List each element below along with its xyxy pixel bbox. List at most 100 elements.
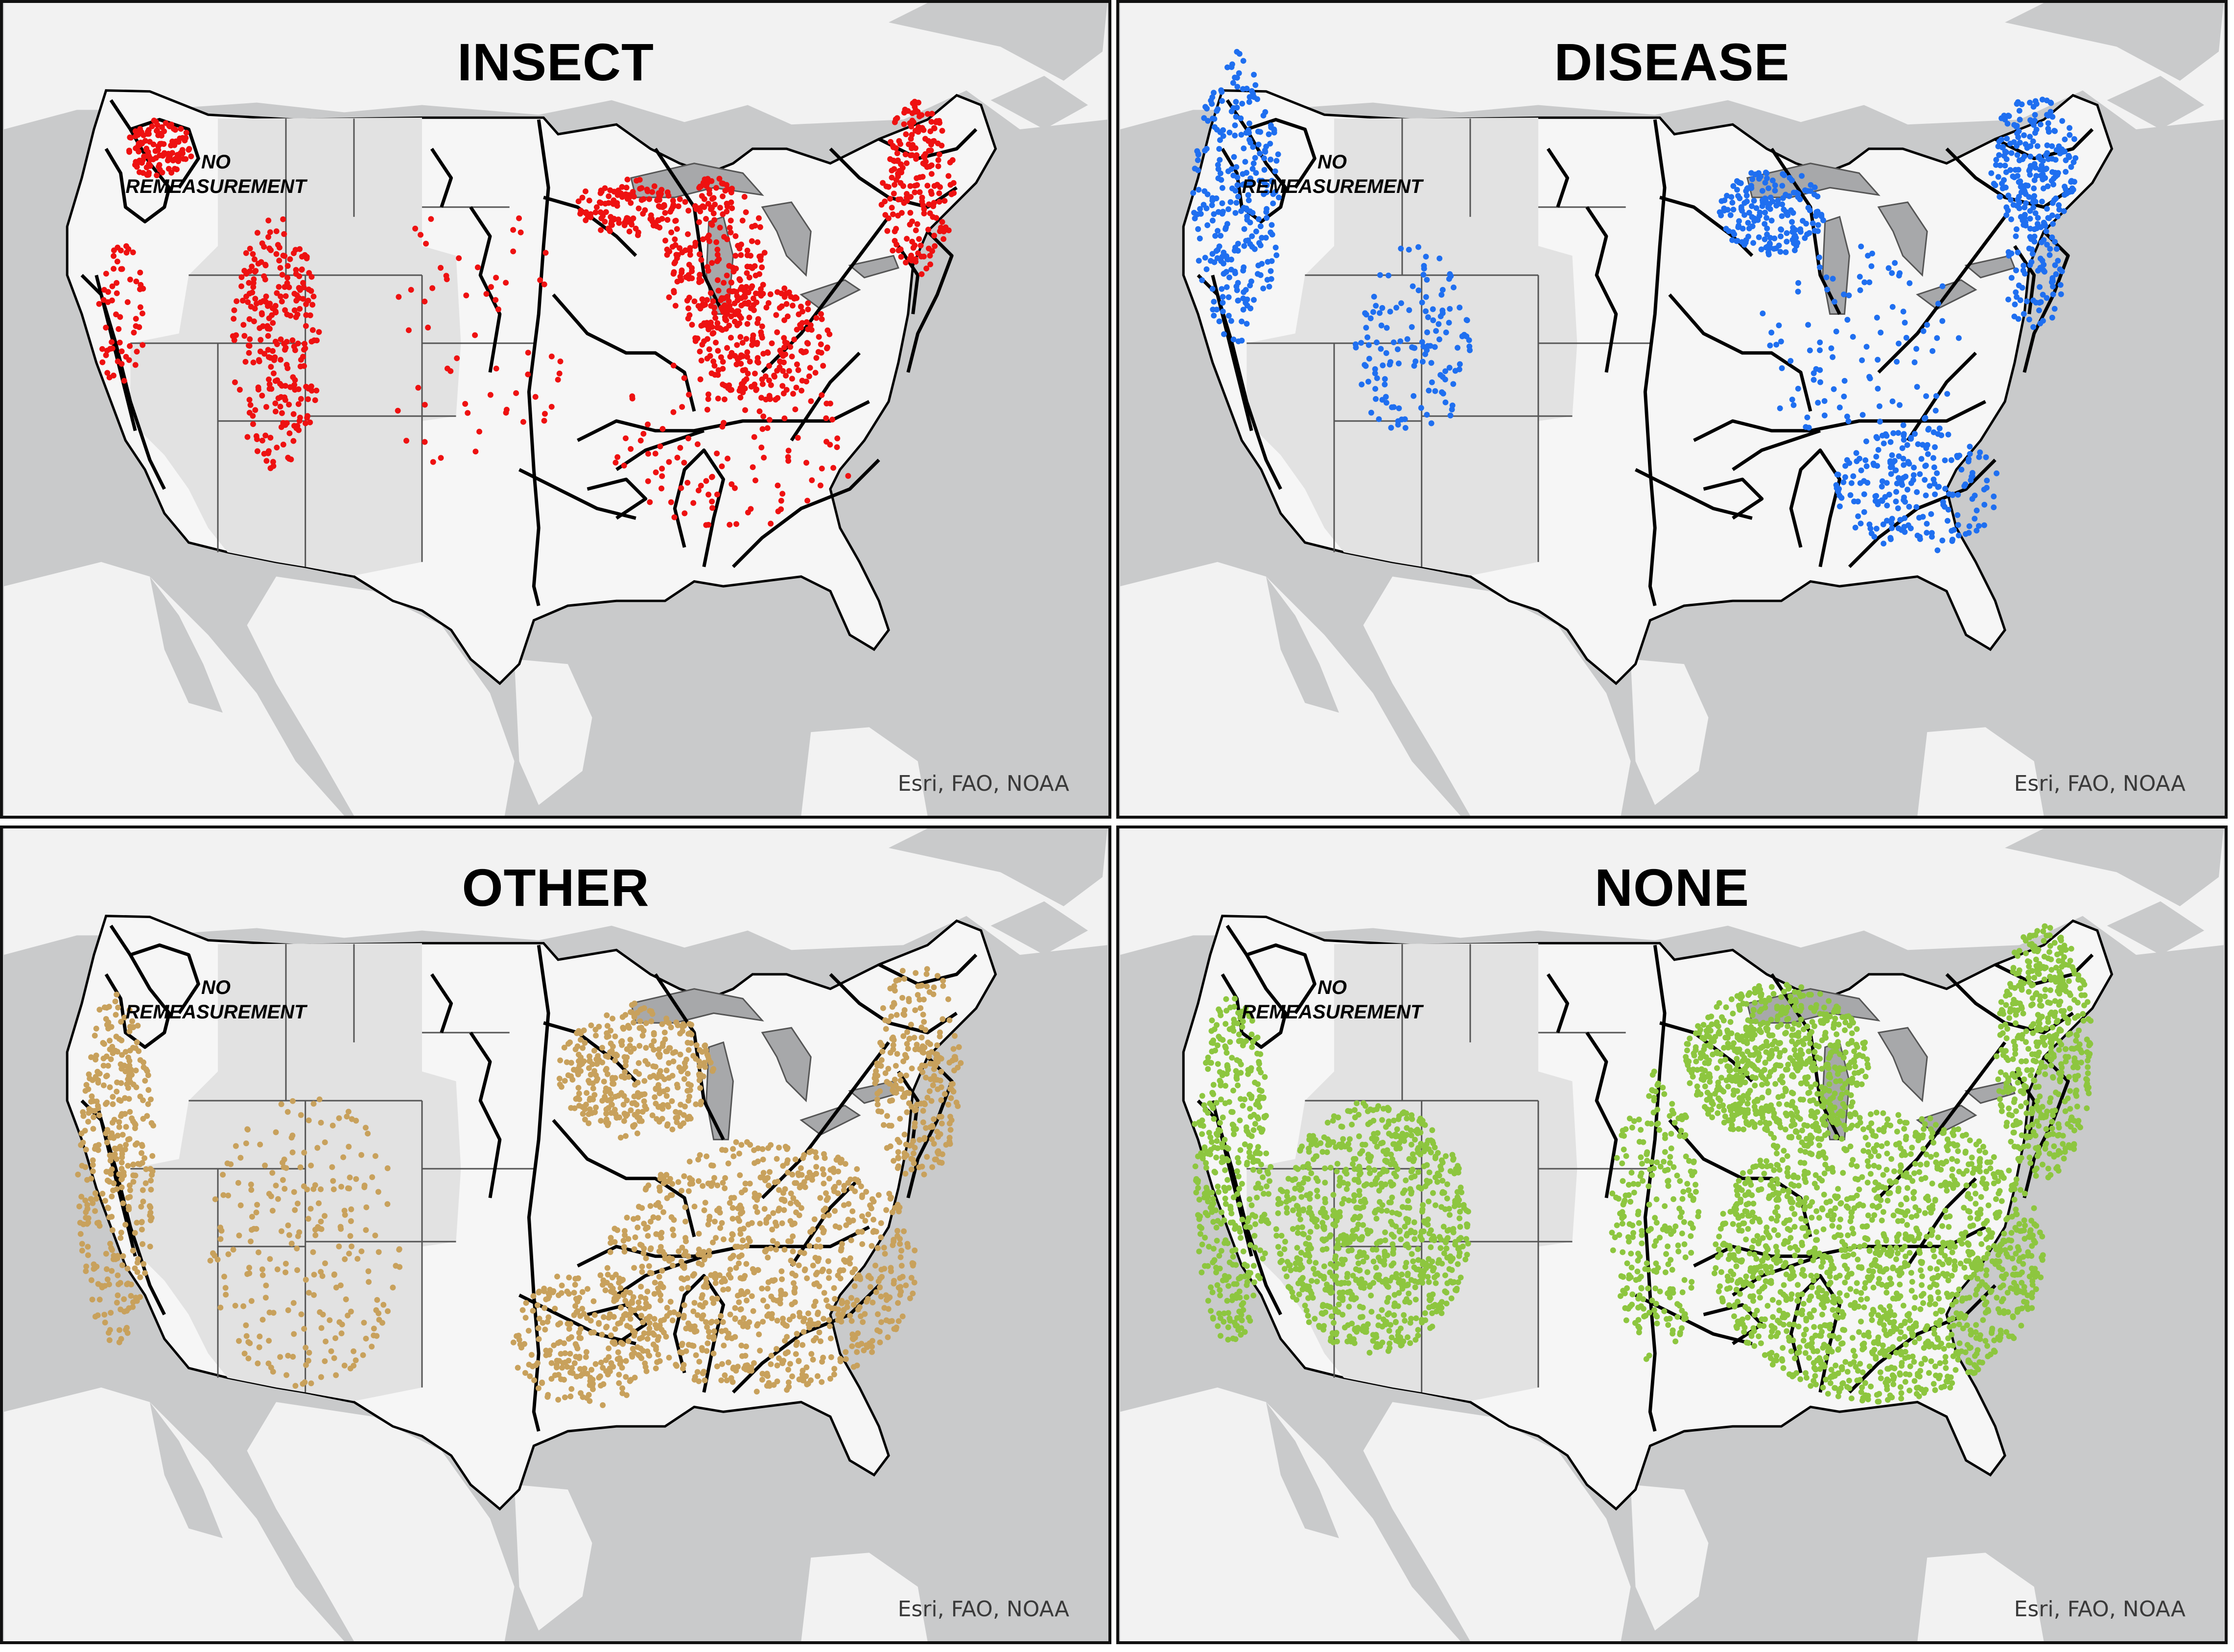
plot-dot [562,1078,568,1084]
plot-dot [611,1226,618,1232]
plot-dot [329,1122,336,1129]
plot-dot [114,991,120,998]
plot-dot [1359,381,1365,388]
no-remeasurement-label: NO REMEASUREMENT [103,150,329,199]
plot-dot [710,1350,717,1357]
plot-dot [890,1042,896,1048]
plot-dot [892,182,898,188]
plot-dot [603,1116,610,1123]
plot-dot [629,1009,635,1015]
plot-dot [664,217,671,223]
plot-dot [831,1285,837,1291]
plot-dot [403,438,409,444]
plot-dot [1366,355,1372,362]
plot-dot [1932,444,1938,450]
plot-dot [608,1040,614,1047]
plot-dot [571,1066,577,1073]
plot-dot [587,1053,592,1060]
plot-dot [278,336,284,342]
plot-dot [645,1061,651,1067]
plot-dot [642,1186,649,1193]
plot-dot [246,350,252,356]
plot-dot [1254,96,1260,102]
plot-dot [1916,515,1922,521]
plot-dot [2038,172,2044,179]
plot-dot [612,1326,618,1332]
plot-dot [935,1086,941,1092]
plot-dot [2063,168,2069,175]
plot-dot [879,1042,885,1048]
plot-dot [739,217,746,224]
plot-dot [483,291,490,297]
plot-dot [268,386,275,392]
plot-dot [269,1207,276,1214]
plot-dot [1410,283,1416,289]
plot-dot [602,200,609,207]
plot-dot [1261,191,1267,197]
plot-dot [1379,305,1386,311]
plot-dot [2027,215,2033,222]
plot-dot [894,1136,901,1143]
plot-dot [1273,252,1280,259]
plot-dot [637,437,644,444]
plot-dot [130,1248,136,1254]
plot-dot [660,1102,666,1108]
plot-dot [303,312,309,318]
plot-dot [908,1274,915,1281]
plot-dot [919,1163,925,1170]
plot-dot [644,1348,651,1355]
plot-dot [1741,212,1747,218]
plot-dot [825,1258,831,1264]
plot-dot [726,298,732,305]
plot-dot [336,1243,342,1250]
plot-dot [591,1068,597,1074]
plot-dot [390,1284,396,1291]
plot-dot [1789,219,1795,225]
plot-dot [1197,236,1203,242]
plot-dot [257,1333,263,1340]
plot-dot [551,1342,557,1348]
plot-dot [316,1096,323,1103]
plot-dot [948,1095,954,1101]
plot-dot [669,1126,676,1133]
plot-dot [885,1334,891,1341]
plot-dot [243,1140,249,1147]
plot-dot [930,1082,936,1088]
plot-dot [2022,204,2028,211]
plot-dot [736,1299,742,1305]
plot-dot [1779,213,1785,219]
plot-dot [749,283,755,289]
plot-dot [870,1229,876,1235]
plot-dot [749,1220,755,1226]
plot-dot [306,286,312,293]
plot-dot [353,1117,359,1124]
plot-dot [1423,294,1429,300]
plot-dot [1993,157,1999,163]
plot-dot [294,311,301,318]
plot-dot [793,294,799,301]
plot-dot [620,1102,627,1108]
plot-dot [814,1373,821,1379]
plot-dot [369,1174,376,1180]
plot-dot [262,1162,268,1169]
plot-dot [923,971,930,977]
plot-dot [1259,235,1265,241]
plot-dot [1442,368,1449,375]
plot-dot [546,1293,552,1299]
plot-dot [928,1098,935,1104]
plot-dot [939,1159,945,1166]
plot-dot [940,1016,946,1022]
plot-dot [1246,120,1252,127]
plot-dot [1195,151,1201,157]
plot-dot [2030,199,2036,205]
plot-dot [265,1360,272,1367]
plot-dot [616,1371,622,1378]
plot-dot [807,322,814,328]
plot-dot [897,1078,904,1084]
plot-dot [884,228,891,234]
plot-dot [330,1186,337,1193]
plot-dot [722,1278,728,1284]
plot-dot [2013,233,2019,239]
plot-dot [516,215,522,221]
plot-dot [1934,470,1940,476]
